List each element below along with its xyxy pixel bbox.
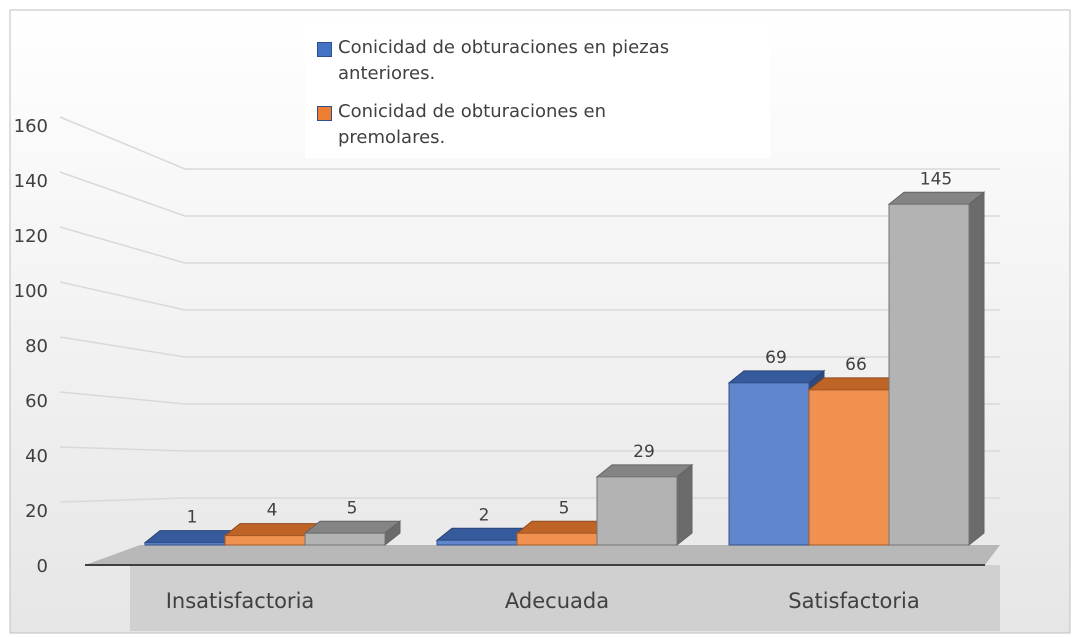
x-tick-label: Satisfactoria [788, 589, 919, 613]
data-label: 2 [479, 505, 490, 525]
bar [436, 539, 518, 546]
y-tick-label: 60 [25, 391, 48, 412]
y-tick-label: 0 [37, 556, 48, 577]
data-label: 5 [559, 498, 570, 518]
legend-label: Conicidad de obturaciones en premolares. [338, 101, 607, 148]
legend: Conicidad de obturaciones en piezas ante… [305, 25, 770, 158]
bar [808, 389, 890, 546]
data-label: 5 [347, 498, 358, 518]
y-tick-label: 160 [14, 116, 48, 137]
bar-top [303, 520, 402, 534]
bar [144, 542, 226, 546]
data-label: 4 [267, 501, 278, 521]
legend-label: Conicidad de obturaciones en piezas ante… [338, 37, 670, 84]
data-label: 69 [765, 348, 787, 368]
category-band [130, 565, 1000, 631]
legend-swatch [317, 42, 332, 57]
bar-side [676, 463, 693, 547]
bar-top [727, 370, 826, 384]
grid-line [59, 281, 1000, 311]
grid-line [59, 116, 1000, 170]
floor [85, 545, 1000, 565]
x-tick-label: Insatisfactoria [166, 589, 315, 613]
bar [596, 476, 678, 546]
bar [304, 532, 386, 546]
grid-line [59, 171, 1000, 217]
y-tick-label: 120 [14, 226, 48, 247]
bar [728, 382, 810, 546]
y-tick-label: 40 [25, 446, 48, 467]
grid-line [59, 446, 1000, 452]
y-tick-label: 140 [14, 171, 48, 192]
bar [224, 535, 306, 546]
x-tick-label: Adecuada [505, 589, 609, 613]
legend-swatch [317, 106, 332, 121]
y-tick-label: 20 [25, 501, 48, 522]
grid-line [59, 226, 1000, 264]
grid-line [59, 391, 1000, 405]
data-label: 66 [845, 355, 867, 375]
bar-side [968, 191, 985, 547]
bar [516, 532, 598, 546]
grid-line [59, 497, 1000, 503]
bar [888, 203, 970, 546]
data-label: 29 [633, 442, 655, 462]
y-tick-label: 100 [14, 281, 48, 302]
legend-item: Conicidad de obturaciones en piezas ante… [317, 35, 760, 87]
bar-top [887, 191, 986, 205]
legend-item: Conicidad de obturaciones en premolares. [317, 99, 760, 151]
y-tick-label: 80 [25, 336, 48, 357]
data-label: 145 [920, 169, 952, 189]
grid-line [59, 336, 1000, 358]
bar-top [595, 464, 694, 478]
data-label: 1 [187, 508, 198, 528]
